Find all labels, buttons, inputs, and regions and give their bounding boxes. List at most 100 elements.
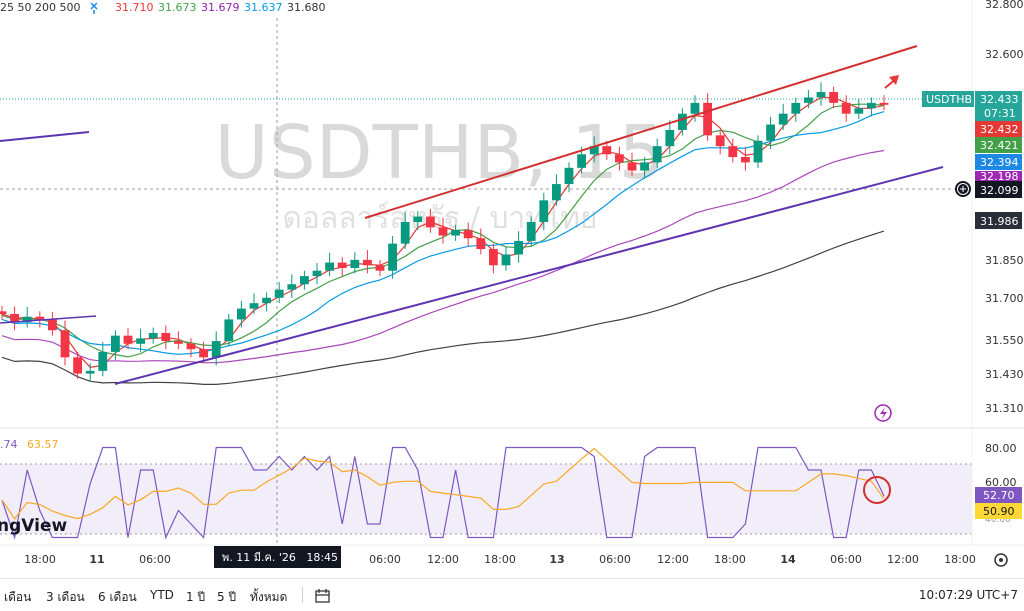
settings-sliders-icon[interactable] bbox=[90, 2, 98, 14]
price-tick: 31.700 bbox=[985, 292, 1024, 305]
range-3m-button[interactable]: 3 เดือน bbox=[46, 590, 85, 604]
arrow-head-icon bbox=[889, 75, 899, 85]
time-tick: 06:00 bbox=[139, 553, 171, 566]
rsi-tick: 80.00 bbox=[985, 442, 1017, 455]
candle-body bbox=[715, 135, 725, 147]
ma-value-blue: 31.637 bbox=[244, 1, 283, 14]
candle-body bbox=[816, 92, 826, 98]
range-5y-button[interactable]: 5 ปี bbox=[217, 590, 237, 604]
clock-label[interactable]: 10:07:29 UTC+7 bbox=[918, 588, 1018, 602]
time-axis[interactable]: 18:00 11 06:00 06:00 12:00 18:00 13 06:00 12:00 1… bbox=[24, 553, 976, 566]
range-all-button[interactable]: ทั้งหมด bbox=[250, 590, 288, 604]
candle-body bbox=[602, 146, 612, 155]
trendline-left-blue[interactable] bbox=[0, 315, 97, 324]
candle-body bbox=[425, 216, 435, 228]
range-1m-button[interactable]: เดือน bbox=[4, 590, 32, 604]
last-price-label: 32.433 bbox=[980, 93, 1019, 106]
crosshair-time-label: พ. 11 มี.ค. '26 18:45 bbox=[222, 551, 338, 564]
candle-body bbox=[388, 243, 398, 271]
crosshair-price-label: 32.099 bbox=[980, 184, 1019, 197]
candle-body bbox=[312, 270, 322, 277]
price-tick: 31.550 bbox=[985, 334, 1024, 347]
price-tick: 31.850 bbox=[985, 254, 1024, 267]
candle-body bbox=[35, 316, 45, 320]
time-tick: 06:00 bbox=[830, 553, 862, 566]
time-tick: 11 bbox=[89, 553, 104, 566]
bottom-toolbar: เดือน 3 เดือน 6 เดือน YTD 1 ปี 5 ปี ทั้ง… bbox=[0, 578, 1024, 611]
rsi-line bbox=[1, 446, 885, 540]
trendline-resistance[interactable] bbox=[364, 45, 918, 219]
ma-periods: 25 50 200 500 bbox=[0, 1, 80, 14]
candle-body bbox=[501, 254, 511, 266]
candle-body bbox=[614, 154, 624, 163]
top-legend[interactable]: 25 50 200 500 31.710 31.673 31.679 31.63… bbox=[0, 1, 326, 14]
trendline-support[interactable] bbox=[114, 166, 944, 385]
rsi-highlight-circle bbox=[863, 476, 891, 504]
candle-body bbox=[539, 200, 549, 222]
candle-body bbox=[665, 129, 675, 147]
range-1y-button[interactable]: 1 ปี bbox=[186, 590, 206, 604]
rsi-badge-yellow-label: 50.90 bbox=[983, 505, 1015, 518]
price-tick: 32.600 bbox=[985, 48, 1024, 61]
candle-body bbox=[249, 303, 259, 309]
time-tick: 12:00 bbox=[427, 553, 459, 566]
candle-body bbox=[690, 102, 700, 114]
candle-body bbox=[829, 92, 839, 103]
candle-body bbox=[728, 146, 738, 158]
candle-body bbox=[677, 113, 687, 130]
brand-logo: ngView bbox=[0, 516, 67, 536]
crosshair-time-badge bbox=[214, 546, 341, 568]
price-tick: 31.430 bbox=[985, 368, 1024, 381]
candle-body bbox=[85, 370, 95, 374]
candle-body bbox=[514, 240, 524, 255]
calendar-icon[interactable] bbox=[314, 587, 332, 605]
rsi-tick: 60.00 bbox=[985, 476, 1017, 489]
candle-body bbox=[148, 332, 158, 339]
candle-body bbox=[551, 184, 561, 201]
candle-body bbox=[879, 102, 889, 105]
lightning-icon[interactable] bbox=[874, 404, 892, 422]
candle-body bbox=[564, 167, 574, 185]
candle-body bbox=[476, 238, 486, 250]
candle-body bbox=[803, 97, 813, 103]
trendline-left-purple[interactable] bbox=[0, 131, 90, 142]
candle-body bbox=[753, 140, 763, 163]
candle-body bbox=[325, 262, 335, 271]
price-tick: 31.310 bbox=[985, 402, 1024, 415]
green-ma-label: 32.421 bbox=[980, 139, 1019, 152]
time-tick: 18:00 bbox=[944, 553, 976, 566]
candle-body bbox=[778, 113, 788, 125]
candle-body bbox=[841, 102, 851, 114]
time-tick: 18:00 bbox=[24, 553, 56, 566]
countdown-label: 07:31 bbox=[984, 107, 1016, 120]
range-6m-button[interactable]: 6 เดือน bbox=[98, 590, 137, 604]
candle-body bbox=[161, 332, 171, 342]
candle-body bbox=[766, 124, 776, 141]
candle-body bbox=[287, 284, 297, 290]
rsi-axis[interactable]: 80.00 60.00 bbox=[985, 442, 1017, 489]
ma-value-green: 31.673 bbox=[158, 1, 197, 14]
green-ma-badge bbox=[975, 137, 1022, 153]
time-tick: 12:00 bbox=[657, 553, 689, 566]
ma-value-dark: 31.680 bbox=[287, 1, 326, 14]
candle-body bbox=[211, 341, 221, 358]
candle-body bbox=[866, 102, 876, 109]
candle-body bbox=[136, 338, 146, 344]
red-ma-badge bbox=[975, 121, 1022, 137]
gear-icon[interactable] bbox=[994, 553, 1008, 567]
candle-body bbox=[98, 351, 108, 371]
rsi-lines bbox=[1, 446, 885, 540]
candle-body bbox=[703, 102, 713, 136]
candle-body bbox=[488, 249, 498, 266]
gear-center-icon bbox=[999, 558, 1003, 562]
candle-body bbox=[262, 297, 272, 304]
candle-body bbox=[438, 227, 448, 236]
add-alert-plus-icon bbox=[960, 186, 966, 192]
price-axis[interactable]: 32.800 32.600 31.850 31.700 31.550 31.43… bbox=[985, 0, 1024, 415]
time-tick: 06:00 bbox=[599, 553, 631, 566]
range-ytd-button[interactable]: YTD bbox=[150, 588, 174, 602]
purple-ma-label: 32.198 bbox=[980, 170, 1019, 183]
symbol-badge bbox=[922, 91, 974, 107]
rsi-badge-purple-label: 52.70 bbox=[983, 489, 1015, 502]
